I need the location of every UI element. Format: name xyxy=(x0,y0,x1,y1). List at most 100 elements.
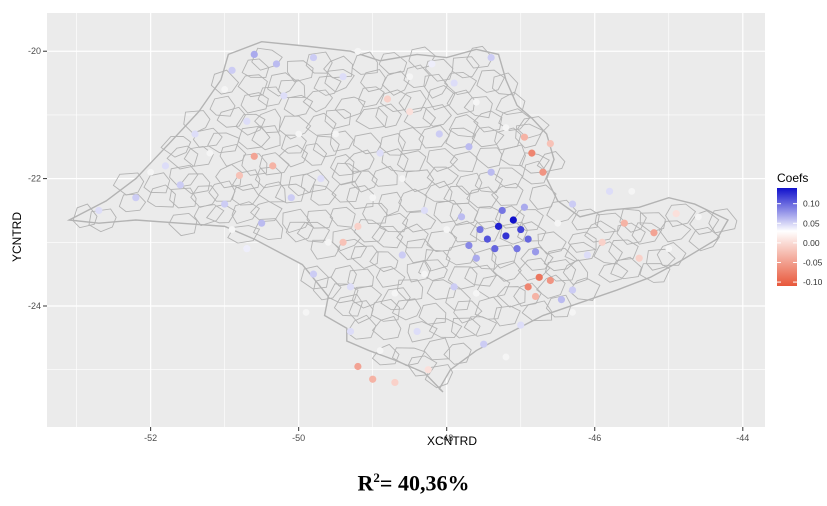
municipality-outline xyxy=(593,241,623,265)
coef-point xyxy=(346,283,355,291)
municipality-outline xyxy=(362,202,388,225)
y-tick-label: -22 xyxy=(28,174,41,184)
coef-point xyxy=(620,219,628,227)
municipality-outline xyxy=(396,223,429,249)
municipality-outline xyxy=(476,69,505,93)
coef-point xyxy=(491,245,499,253)
state-boundary xyxy=(66,40,729,393)
neutral-point xyxy=(554,219,562,227)
municipality-outline xyxy=(267,72,298,97)
r-squared-caption: R2= 40,36% xyxy=(0,470,827,496)
municipality-boundaries xyxy=(72,45,738,389)
municipality-outline xyxy=(424,364,454,389)
legend-colorbar xyxy=(777,188,797,286)
municipality-outline xyxy=(112,172,145,196)
coef-point xyxy=(250,50,258,59)
coefficient-points xyxy=(95,50,680,387)
municipality-outline xyxy=(334,96,366,120)
municipality-outline xyxy=(521,300,553,322)
municipality-outline xyxy=(450,317,481,339)
municipality-outline xyxy=(282,208,311,234)
municipality-outline xyxy=(584,220,616,243)
municipality-outline xyxy=(536,151,566,172)
municipality-outline xyxy=(192,127,223,148)
municipality-outline xyxy=(300,169,330,193)
municipality-outline xyxy=(391,298,422,321)
municipality-outline xyxy=(594,212,624,234)
legend-label: 0.00 xyxy=(803,238,820,248)
municipality-outline xyxy=(427,84,456,111)
municipality-outline xyxy=(513,282,542,307)
coefficient-map-chart: -52 -50 -48 -46 -44 -20 -22 -24 XCNTRD YCNTRD … xyxy=(10,13,823,448)
coef-point xyxy=(502,232,510,240)
municipality-outline xyxy=(360,69,386,93)
municipality-outline xyxy=(313,75,342,96)
y-axis-label: YCNTRD xyxy=(10,212,24,262)
municipality-outline xyxy=(498,108,531,131)
neutral-point xyxy=(472,289,480,297)
municipality-outline xyxy=(231,183,260,206)
neutral-point xyxy=(443,226,451,233)
municipality-outline xyxy=(455,172,483,195)
municipality-outline xyxy=(169,164,199,188)
municipality-outline xyxy=(494,127,522,151)
municipality-outline xyxy=(619,208,647,233)
neutral-point xyxy=(295,130,303,138)
coef-point xyxy=(376,149,384,157)
x-tick-label: -50 xyxy=(292,433,305,443)
municipality-outline xyxy=(408,46,436,70)
municipality-outline xyxy=(447,266,478,290)
municipality-outline xyxy=(241,153,268,176)
municipality-outline xyxy=(521,160,549,185)
coef-point xyxy=(250,152,258,160)
municipality-outline xyxy=(491,182,524,206)
municipality-outline xyxy=(616,222,646,245)
municipality-outline xyxy=(495,91,526,115)
municipality-outline xyxy=(433,199,463,224)
neutral-point xyxy=(628,187,636,195)
municipality-outline xyxy=(344,149,375,174)
coef-point xyxy=(369,375,377,383)
coef-point xyxy=(605,187,614,195)
municipality-outline xyxy=(517,221,547,242)
coef-point xyxy=(598,238,606,246)
municipality-outline xyxy=(331,162,362,186)
neutral-point xyxy=(406,73,414,81)
neutral-point xyxy=(354,47,362,55)
legend: Coefs 0.10 0.05 0.00 -0.05 -0.10 xyxy=(777,171,823,287)
municipality-outline xyxy=(231,201,260,225)
coef-point xyxy=(424,366,432,374)
coef-point xyxy=(472,254,480,262)
coef-point xyxy=(346,327,355,336)
municipality-outline xyxy=(183,110,211,135)
coef-point xyxy=(672,210,680,218)
municipality-outline xyxy=(310,184,337,206)
municipality-outline xyxy=(258,181,286,203)
neutral-point xyxy=(206,149,214,157)
coef-point xyxy=(309,53,318,62)
municipality-outline xyxy=(323,55,353,79)
municipality-outline xyxy=(688,226,721,252)
coef-point xyxy=(413,327,421,336)
municipality-outline xyxy=(453,300,483,324)
municipality-outline xyxy=(466,45,494,69)
municipality-outline xyxy=(567,231,597,253)
municipality-outline xyxy=(118,193,147,213)
x-tick-label: -44 xyxy=(736,433,749,443)
municipality-outline xyxy=(160,135,192,158)
municipality-outline xyxy=(450,220,478,243)
municipality-outline xyxy=(357,86,385,108)
municipality-outline xyxy=(449,151,478,173)
municipality-outline xyxy=(216,106,247,128)
x-tick-label: -52 xyxy=(144,433,157,443)
municipality-outline xyxy=(403,106,437,129)
coef-point xyxy=(243,245,251,253)
municipality-outline xyxy=(564,241,597,262)
municipality-outline xyxy=(423,73,449,99)
municipality-outline xyxy=(348,300,374,324)
municipality-outline xyxy=(464,264,497,287)
neutral-point xyxy=(569,308,576,316)
municipality-outline xyxy=(379,133,406,156)
municipality-outline xyxy=(639,263,671,283)
coef-point xyxy=(161,162,170,170)
